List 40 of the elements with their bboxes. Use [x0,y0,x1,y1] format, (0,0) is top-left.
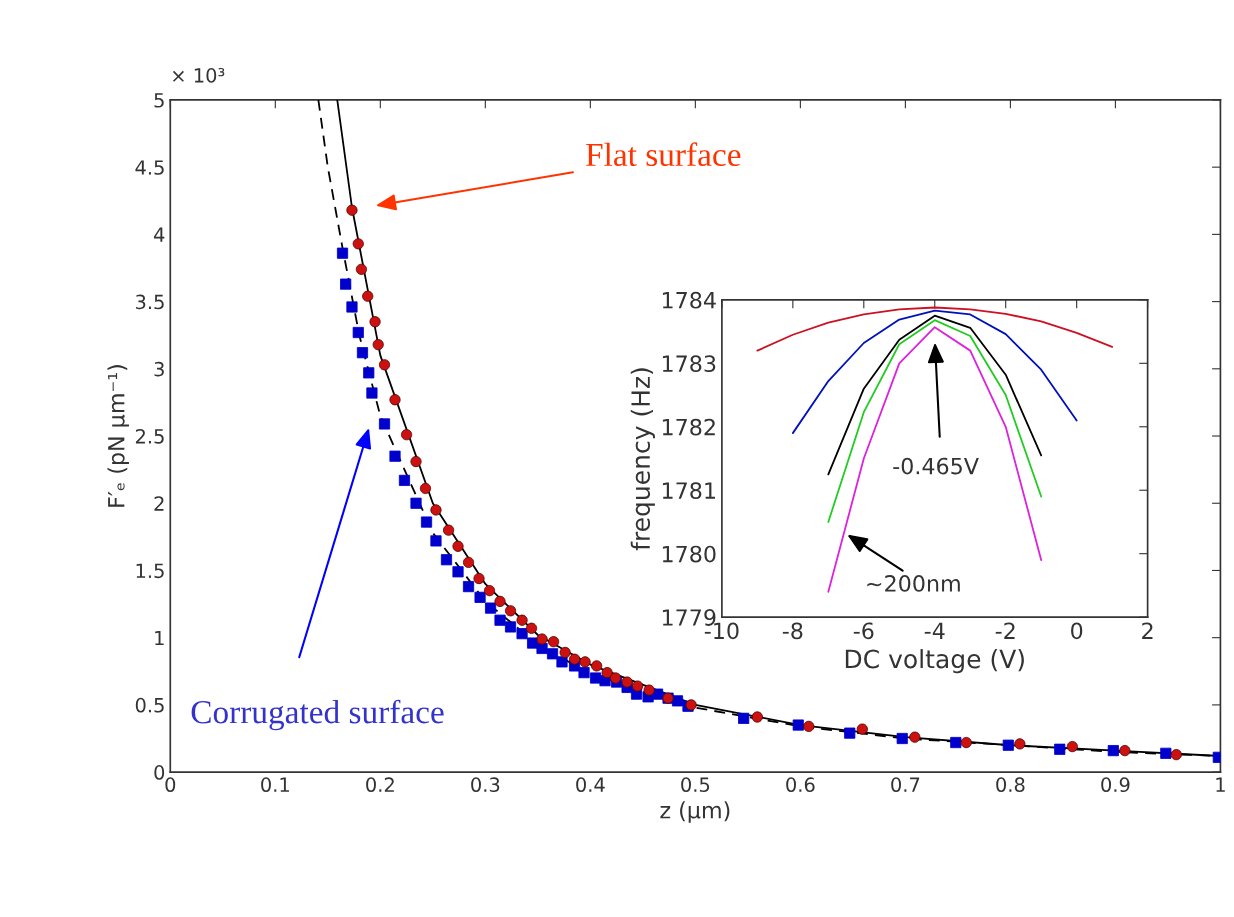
y-axis-title: F′ₑ (pN µm⁻¹) [107,365,129,507]
y-tick-label: 2.5 [135,428,164,444]
y-tick-label: 5 [154,93,164,108]
x-tick-label: 0.8 [996,777,1025,793]
y-tick-label: 1782 [662,418,715,436]
x-tick-label: 0.1 [261,777,289,793]
x-tick-label: 2 [1142,622,1153,639]
y-tick-label: 1.5 [136,563,164,579]
annotation: Flat surface [586,142,741,167]
x-axis-title: z (µm) [660,801,730,823]
annotation: Corrugated surface [191,699,444,731]
x-tick-label: -2 [995,622,1015,639]
x-tick-label: 0.3 [471,777,500,793]
y-tick-label: 3 [154,361,164,377]
text: × 10³ [172,68,225,83]
y-tick-label: 0 [154,765,165,780]
y-tick-label: 1781 [662,482,715,499]
x-tick-label: 0 [1071,622,1083,640]
y-tick-label: 4.5 [135,160,164,175]
x-tick-label: 0.7 [891,777,920,793]
y-tick-label: 1784 [662,291,716,309]
y-axis-title: frequency (Hz) [630,368,655,551]
x-tick-label: 0.2 [366,777,394,793]
y-tick-label: 3.5 [135,294,164,310]
x-axis-title: DC voltage (V) [845,649,1024,674]
x-tick-label: 0.4 [576,777,605,793]
y-tick-label: 4 [154,227,165,242]
y-tick-label: 2 [154,496,164,511]
x-tick-label: 0.9 [1101,777,1130,793]
y-tick-label: 1780 [662,545,716,563]
x-tick-label: 0 [165,777,176,793]
x-tick-label: -6 [853,622,874,640]
x-tick-label: -8 [782,622,803,640]
annotation: -0.465V [893,457,979,475]
y-tick-label: 1783 [662,355,716,373]
x-tick-label: 0.6 [786,777,815,793]
annotation: ~200nm [867,575,960,592]
x-tick-label: 1 [1216,777,1225,792]
x-tick-label: -4 [924,622,945,639]
y-tick-label: 0.5 [135,697,164,713]
